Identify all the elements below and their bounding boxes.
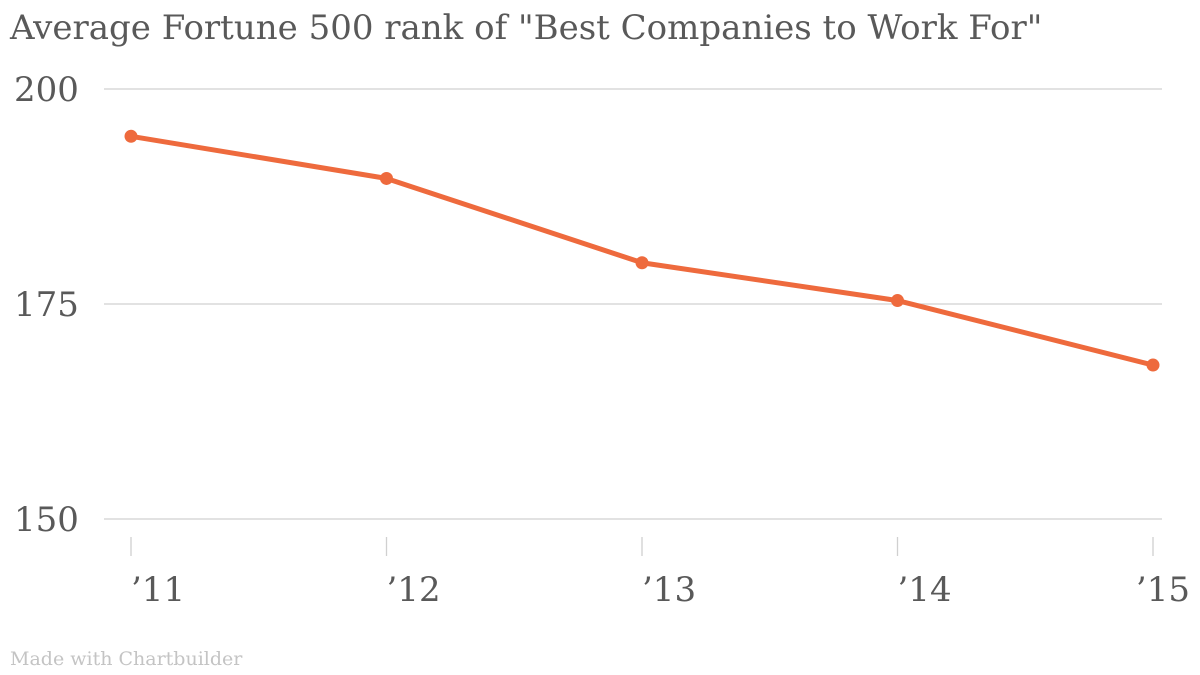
x-tick-label: ’15 xyxy=(1136,570,1190,610)
credit-label: Made with Chartbuilder xyxy=(10,648,243,670)
chart-title: Average Fortune 500 rank of "Best Compan… xyxy=(10,8,1043,48)
gridlines xyxy=(104,88,1162,520)
x-tick-label: ’12 xyxy=(387,570,441,610)
x-axis-ticks: ’11 ’12 ’13 ’14 ’15 xyxy=(130,537,1190,610)
series xyxy=(124,129,1160,372)
y-axis-ticks: 150 175 200 xyxy=(14,70,79,540)
y-tick-label: 200 xyxy=(14,70,79,110)
data-point xyxy=(635,256,649,270)
x-tick-label: ’14 xyxy=(898,570,952,610)
data-point xyxy=(124,129,138,143)
y-tick-label: 150 xyxy=(14,500,79,540)
x-tick-label: ’11 xyxy=(131,570,185,610)
data-point xyxy=(1146,358,1160,372)
y-tick-label: 175 xyxy=(14,285,79,325)
data-point xyxy=(380,171,393,185)
series-line xyxy=(128,133,1156,368)
data-point xyxy=(891,294,904,308)
x-tick-label: ’13 xyxy=(642,570,696,610)
